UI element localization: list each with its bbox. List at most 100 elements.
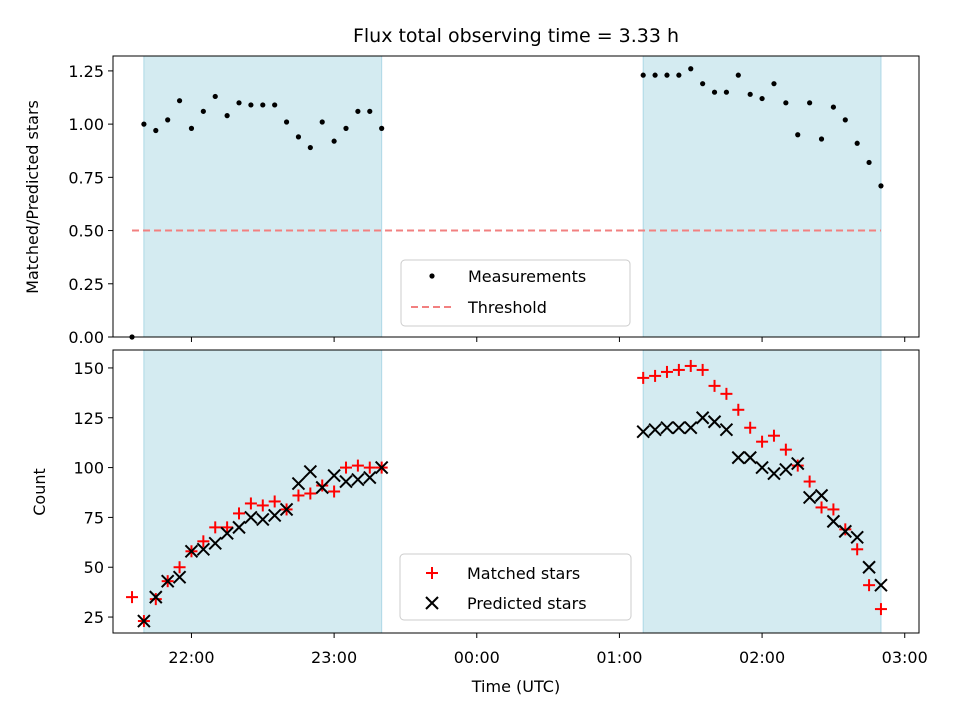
matched-star-point xyxy=(173,561,186,574)
bottom-x-ticks: 22:00 23:00 00:00 01:00 02:00 03:00 xyxy=(168,633,928,667)
legend-measurements-label: Measurements xyxy=(468,267,586,286)
shaded-region xyxy=(143,350,382,633)
top-y-ticks: 0.00 0.25 0.50 0.75 1.00 1.25 xyxy=(68,62,113,347)
matched-star-point xyxy=(363,461,376,474)
predicted-star-point xyxy=(220,526,234,541)
measurement-point xyxy=(307,144,313,151)
matched-star-point xyxy=(637,371,650,384)
top-panel: 0.00 0.25 0.50 0.75 1.00 1.25 Matched/Predict… xyxy=(23,55,920,347)
bottom-legend: Matched stars Predicted stars xyxy=(399,553,632,621)
measurement-point xyxy=(331,138,337,144)
predicted-star-point xyxy=(291,476,306,491)
matched-star-point xyxy=(791,459,804,472)
predicted-star-point xyxy=(256,512,270,527)
matched-stars-points xyxy=(126,359,887,628)
matched-star-point xyxy=(756,435,769,448)
matched-star-point xyxy=(351,459,364,472)
matched-star-point xyxy=(126,591,139,604)
predicted-star-point xyxy=(196,542,211,557)
measurement-point xyxy=(842,117,848,123)
bottom-axes-frame xyxy=(112,349,920,634)
predicted-star-point xyxy=(184,544,199,558)
predicted-star-point xyxy=(374,460,389,475)
measurement-point xyxy=(795,132,801,138)
predicted-star-point xyxy=(850,530,864,545)
predicted-star-point xyxy=(315,480,329,495)
matched-star-point xyxy=(256,499,269,512)
y-tick-label: 50 xyxy=(84,558,104,577)
measurement-point xyxy=(248,102,254,108)
measurement-point xyxy=(759,95,765,102)
matched-star-point xyxy=(316,479,329,492)
measurement-point xyxy=(295,134,302,140)
measurement-point xyxy=(711,89,718,95)
predicted-star-point xyxy=(363,470,377,485)
measurement-point xyxy=(141,121,147,127)
top-y-axis-label: Matched/Predicted stars xyxy=(23,100,42,294)
legend-measurement-marker xyxy=(429,273,435,279)
predicted-star-point xyxy=(339,474,353,489)
matched-star-point xyxy=(839,523,852,536)
measurement-point xyxy=(188,125,195,131)
matched-star-point xyxy=(827,503,840,516)
predicted-star-point xyxy=(351,472,365,487)
measurement-point xyxy=(854,140,860,146)
x-tick-label: 00:00 xyxy=(454,648,500,667)
predicted-star-point xyxy=(802,490,817,505)
predicted-star-point xyxy=(874,578,888,592)
x-tick-label: 22:00 xyxy=(168,648,214,667)
measurement-point xyxy=(771,81,777,87)
y-tick-label: 100 xyxy=(73,459,104,478)
predicted-star-point xyxy=(814,488,829,503)
y-tick-label: 25 xyxy=(84,608,104,627)
matched-star-point xyxy=(304,487,317,500)
top-x-ticks xyxy=(190,337,906,342)
measurement-point xyxy=(224,113,230,119)
matched-star-point xyxy=(815,501,828,514)
measurement-point xyxy=(319,119,325,125)
y-tick-label: 150 xyxy=(73,359,104,378)
matched-star-point xyxy=(851,543,864,556)
measurement-point xyxy=(640,72,646,78)
measurement-point xyxy=(176,98,183,104)
measurement-point xyxy=(878,183,884,189)
legend-predicted-marker xyxy=(425,596,439,610)
measurement-point xyxy=(260,102,266,108)
predicted-star-point xyxy=(743,450,757,465)
legend-matched-marker xyxy=(426,567,438,579)
predicted-star-point xyxy=(838,524,853,539)
predicted-star-point xyxy=(279,502,294,517)
measurement-point xyxy=(676,72,682,78)
predicted-star-point xyxy=(755,460,769,475)
measurement-point xyxy=(783,100,789,106)
matched-star-point xyxy=(209,521,222,534)
predicted-star-point xyxy=(172,570,187,584)
matched-star-point xyxy=(328,485,341,498)
bottom-legend-box xyxy=(399,553,632,621)
predicted-star-point xyxy=(267,508,282,523)
chart-title: Flux total observing time = 3.33 h xyxy=(353,25,679,47)
matched-star-point xyxy=(696,363,709,376)
predicted-star-point xyxy=(767,466,781,481)
top-legend: Measurements Threshold xyxy=(400,259,631,327)
matched-star-point xyxy=(340,461,353,474)
predicted-star-point xyxy=(149,590,163,604)
measurement-point xyxy=(367,108,373,114)
matched-star-point xyxy=(672,363,685,376)
matched-star-point xyxy=(803,475,816,488)
predicted-stars-points xyxy=(137,411,888,628)
bottom-panel: 25 50 75 100 125 150 22:00 23:00 00:00 01:00 02:0… xyxy=(30,349,928,696)
measurement-point xyxy=(153,127,159,134)
predicted-star-point xyxy=(232,520,246,535)
y-tick-label: 0.75 xyxy=(68,168,104,187)
x-tick-label: 03:00 xyxy=(882,648,928,667)
matched-star-point xyxy=(233,507,246,520)
bottom-y-axis-label: Count xyxy=(30,468,49,516)
matched-star-point xyxy=(649,369,662,382)
matched-star-point xyxy=(767,429,780,442)
shaded-region xyxy=(643,56,881,337)
predicted-star-point xyxy=(648,423,662,437)
matched-star-point xyxy=(149,593,162,606)
matched-star-point xyxy=(660,365,673,378)
matched-star-point xyxy=(744,421,757,434)
